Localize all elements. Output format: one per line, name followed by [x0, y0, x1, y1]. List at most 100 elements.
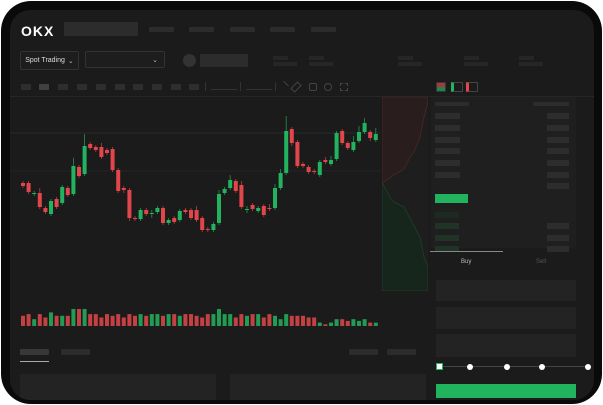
- tab-order-history[interactable]: [61, 349, 90, 355]
- last-price-badge: [435, 194, 468, 203]
- volume-bar: [205, 314, 210, 326]
- nav-item[interactable]: [189, 27, 214, 32]
- candle-body: [121, 188, 126, 190]
- nav-item[interactable]: [230, 27, 255, 32]
- chart-type-dropdown[interactable]: [246, 84, 272, 90]
- nav-item[interactable]: [149, 27, 174, 32]
- slider-step-100[interactable]: [585, 364, 591, 370]
- depth-chart: [382, 97, 428, 291]
- nav-item[interactable]: [311, 27, 336, 32]
- candle: [88, 142, 93, 150]
- total-input[interactable]: [436, 334, 576, 357]
- candle: [127, 188, 132, 221]
- volume-bar: [161, 315, 165, 326]
- tab-open-orders[interactable]: [20, 349, 49, 355]
- volume-bar: [177, 315, 182, 326]
- slider-step-75[interactable]: [539, 364, 545, 370]
- settings-icon[interactable]: [324, 83, 332, 91]
- timeframe-button[interactable]: [133, 84, 143, 90]
- timeframe-button[interactable]: [58, 84, 68, 90]
- timeframe-button[interactable]: [21, 84, 31, 90]
- volume-bar: [183, 314, 188, 326]
- bid-price: [435, 212, 459, 218]
- market-type-dropdown[interactable]: Spot Trading ⌄: [20, 51, 79, 70]
- nav-item[interactable]: [270, 27, 295, 32]
- ask-price: [435, 148, 460, 154]
- candle: [334, 131, 339, 161]
- candle: [144, 208, 149, 216]
- candle-body: [77, 167, 81, 176]
- candle-body: [217, 194, 221, 223]
- candlestick-chart[interactable]: [10, 10, 430, 340]
- candle: [37, 188, 42, 209]
- volume-bar: [194, 315, 199, 326]
- orderbook-asks-icon[interactable]: [466, 82, 478, 92]
- timeframe-button[interactable]: [152, 84, 162, 90]
- orderbook-bids-icon[interactable]: [451, 82, 463, 92]
- candle: [301, 162, 305, 168]
- candle-body: [228, 180, 233, 188]
- filter-button[interactable]: [387, 349, 416, 355]
- ask-size: [547, 137, 569, 143]
- candle: [345, 141, 350, 150]
- candle-body: [161, 208, 165, 223]
- search-bar-placeholder[interactable]: [64, 22, 138, 36]
- price-placeholder: [200, 54, 248, 67]
- slider-step-25[interactable]: [467, 364, 473, 370]
- timeframe-button[interactable]: [96, 84, 106, 90]
- pair-selector-dropdown[interactable]: ⌄: [85, 51, 165, 68]
- candle-body: [329, 160, 333, 164]
- slider-step-50[interactable]: [504, 364, 510, 370]
- timeframe-button-active[interactable]: [39, 84, 49, 90]
- ob-header-total: [533, 102, 569, 106]
- timeframe-button[interactable]: [189, 84, 199, 90]
- volume-bar: [189, 314, 193, 326]
- candle-body: [222, 189, 227, 193]
- candle: [239, 181, 244, 209]
- volume-bar: [21, 315, 25, 326]
- candle: [121, 186, 126, 193]
- candle-body: [54, 199, 59, 207]
- ask-price: [435, 172, 460, 178]
- candle-body: [144, 210, 149, 214]
- fullscreen-icon[interactable]: [340, 83, 348, 91]
- volume-bar: [77, 309, 81, 326]
- amount-slider-track[interactable]: [440, 366, 590, 367]
- volume-bar: [172, 314, 177, 326]
- buy-button[interactable]: [436, 384, 576, 398]
- timeframe-button[interactable]: [115, 84, 125, 90]
- camera-icon[interactable]: [309, 83, 317, 91]
- orderbook-both-icon[interactable]: [436, 82, 446, 92]
- volume-bar: [144, 315, 149, 326]
- candle: [205, 227, 210, 232]
- timeframe-button[interactable]: [77, 84, 87, 90]
- candle-body: [71, 166, 76, 194]
- volume-bar: [166, 314, 171, 326]
- candle: [172, 216, 177, 224]
- stat-value: [464, 62, 488, 66]
- amount-input[interactable]: [436, 307, 576, 329]
- stat-value: [273, 62, 297, 66]
- candle: [155, 206, 160, 214]
- amount-slider-handle[interactable]: [436, 363, 443, 370]
- tab-buy[interactable]: Buy: [461, 259, 472, 265]
- volume-bar: [317, 322, 322, 326]
- tab-sell[interactable]: Sell: [536, 259, 547, 265]
- volume-bar: [133, 315, 137, 326]
- okx-logo[interactable]: OKX: [21, 23, 55, 39]
- volume-bar: [267, 314, 272, 326]
- market-type-label: Spot Trading: [25, 57, 65, 64]
- candle: [138, 208, 143, 221]
- volume-bar: [289, 315, 294, 326]
- ask-size: [547, 183, 569, 189]
- volume-bar: [301, 315, 305, 326]
- price-input[interactable]: [436, 280, 576, 301]
- timeframe-button[interactable]: [171, 84, 181, 90]
- filter-button[interactable]: [349, 349, 378, 355]
- volume-bar: [233, 317, 238, 326]
- candle-body: [88, 144, 93, 148]
- indicator-dropdown[interactable]: [211, 84, 237, 90]
- assets-panel: [230, 374, 426, 400]
- candle: [54, 197, 59, 209]
- volume-bar: [295, 315, 300, 326]
